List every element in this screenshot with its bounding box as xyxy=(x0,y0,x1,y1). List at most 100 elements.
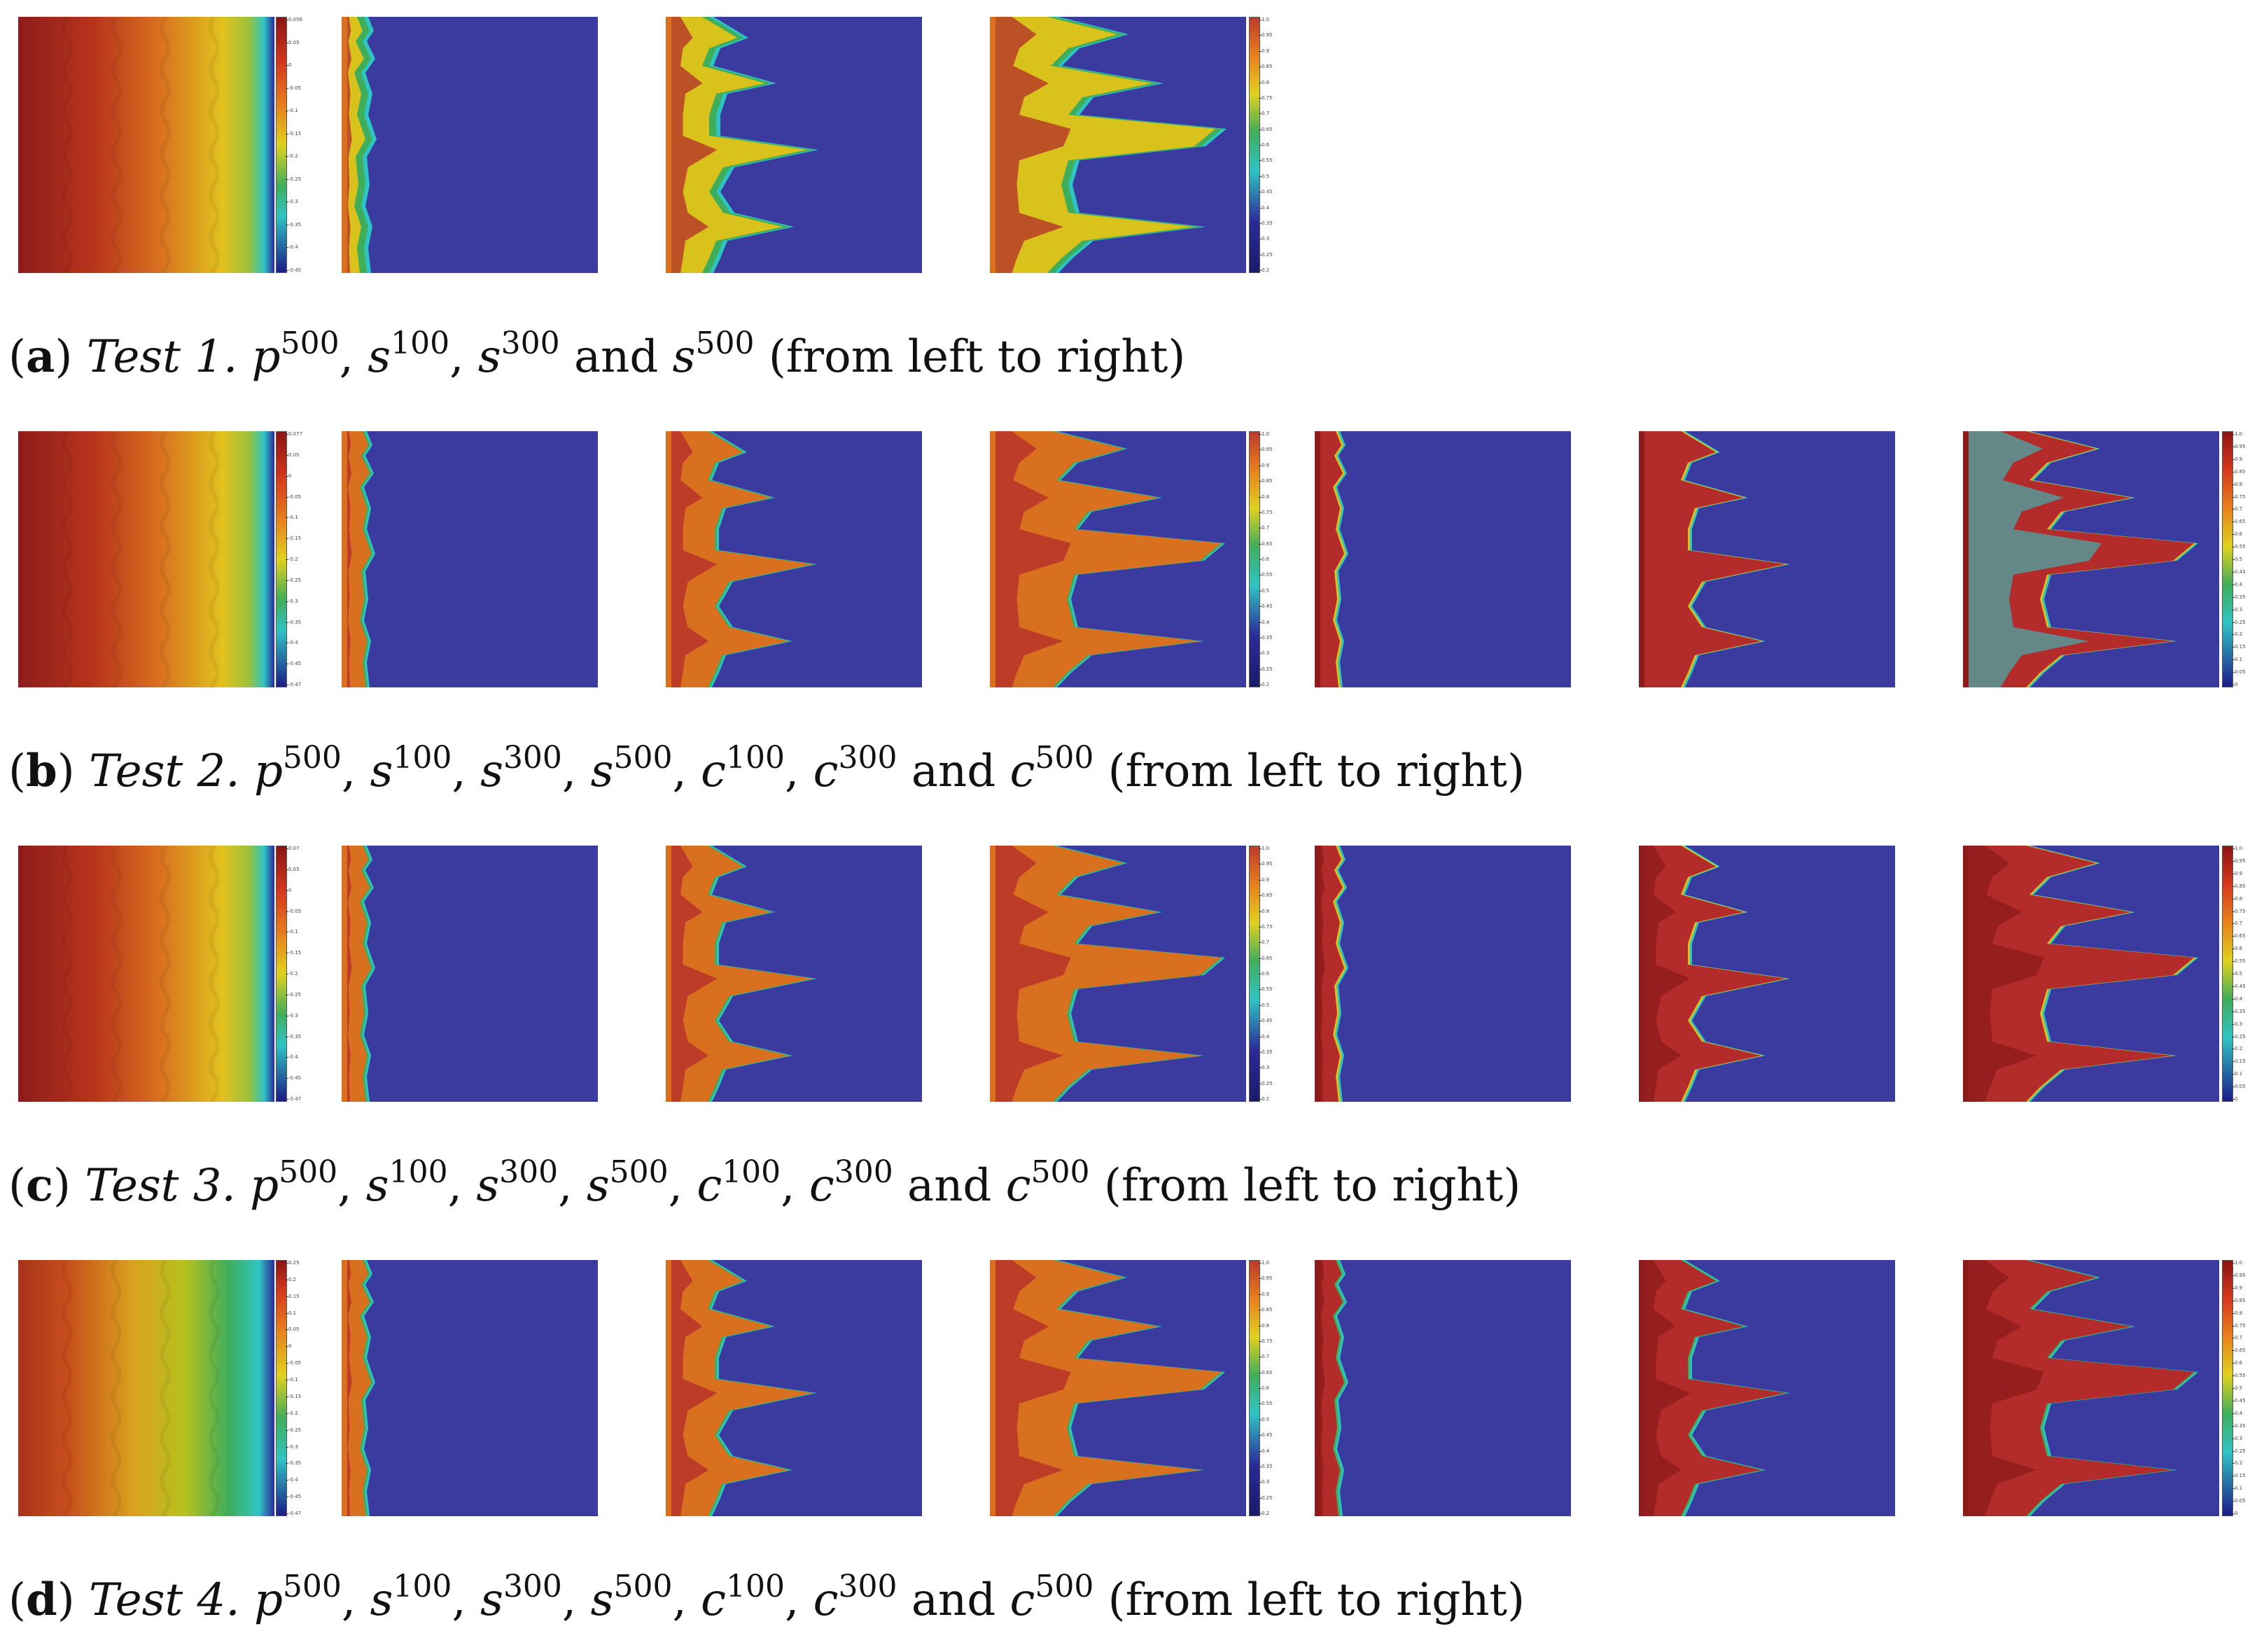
panel-b-pressure xyxy=(18,431,274,687)
caption-separator: , xyxy=(558,1160,587,1212)
colorbar-tick-label: 0.6 xyxy=(1258,1385,1270,1391)
colorbar-tick-label: -0.1 xyxy=(286,1377,298,1383)
caption-symbol: p xyxy=(251,331,281,383)
caption-superscript: 500 xyxy=(279,1154,338,1190)
colorbar-tick-label: -0.4 xyxy=(286,1477,298,1483)
caption-superscript: 100 xyxy=(389,1154,448,1190)
colorbar-tick-label: 0 xyxy=(285,887,292,893)
colorbar-tick-label: 0.95 xyxy=(2232,443,2246,449)
colorbar-a-saturation: 1.0 0.95 0.9 0.85 0.8 0.75 0.7 0.65 0.6 0.55 0.5 0.… xyxy=(1249,17,1273,273)
caption-symbol: s xyxy=(365,1160,389,1212)
colorbar-b-saturation: 1.0 0.95 0.9 0.85 0.8 0.75 0.7 0.65 0.6 0.55 0.5 0.… xyxy=(1249,431,1273,687)
colorbar-ticks: 0.056 0.05 0 -0.05 -0.1 -0.15 -0.2 -0.25 -0.3 -0.… xyxy=(285,17,316,273)
caption-test: Test 1. xyxy=(86,331,238,383)
colorbar-tick-label: 0.9 xyxy=(1258,876,1270,883)
colorbar-tick-label: 0.2 xyxy=(2231,1460,2243,1466)
colorbar-tick-label: 0.9 xyxy=(2231,870,2243,876)
colorbar-tick-label: 0.7 xyxy=(1258,525,1270,531)
colorbar-tick-label: 0.9 xyxy=(2231,456,2243,462)
colorbar-tick-label: 0 xyxy=(285,1343,292,1350)
panel-b-s500 xyxy=(990,431,1246,687)
colorbar-tick-label: 0.077 xyxy=(285,431,303,437)
colorbar-tick-label: 0.8 xyxy=(2231,481,2243,487)
colorbar-tick-label: 0.3 xyxy=(1258,236,1270,242)
panel-b-s100 xyxy=(342,431,598,687)
caption-label: a xyxy=(25,330,55,383)
colorbar-tick-label: 0.4 xyxy=(1258,1448,1270,1454)
caption-separator: and xyxy=(559,331,673,383)
caption-superscript: 100 xyxy=(393,1569,452,1604)
colorbar-tick-label: 0.9 xyxy=(1258,462,1270,468)
caption-symbol: s xyxy=(672,331,696,383)
colorbar-tick-label: 0.5 xyxy=(2231,1385,2243,1391)
colorbar-tick-label: 0.3 xyxy=(2231,1021,2243,1027)
caption-test: Test 3. xyxy=(85,1160,236,1212)
colorbar-tick-label: 0.8 xyxy=(1258,908,1270,914)
panel-d-s100 xyxy=(342,1260,598,1516)
colorbar-tick-label: 0.9 xyxy=(1258,1291,1270,1297)
colorbar-ticks: 0.25 0.2 0.15 0.1 0.05 0 -0.05 -0.1 -0.15 -0.2 -0.… xyxy=(285,1260,316,1516)
caption-separator: , xyxy=(339,331,368,383)
colorbar-tick-label: 0.65 xyxy=(1259,540,1273,547)
colorbar-tick-label: 0.85 xyxy=(1259,1307,1273,1313)
colorbar-tick-label: 0.3 xyxy=(1258,1479,1270,1485)
colorbar-tick-label: 0 xyxy=(2231,1096,2238,1102)
colorbar-tick-label: 0.8 xyxy=(1258,79,1270,85)
colorbar-tick-label: 0.95 xyxy=(1259,861,1273,867)
colorbar-tick-label: -0.25 xyxy=(285,1427,302,1433)
colorbar-tick-label: 0.45 xyxy=(2232,983,2246,989)
caption-superscript: 100 xyxy=(393,740,452,776)
caption-d: (d) Test 4. p500, s100, s300, s500, c100… xyxy=(8,1569,1525,1626)
colorbar-tick-label: 0.55 xyxy=(1259,986,1273,993)
colorbar-tick-label: -0.3 xyxy=(286,1012,298,1018)
colorbar-tick-label: 0.8 xyxy=(2231,1310,2243,1316)
colorbar-tick-label: 0.85 xyxy=(1259,64,1273,70)
caption-symbol: s xyxy=(590,1574,614,1626)
caption-separator: and xyxy=(897,746,1010,797)
panel-a-s300 xyxy=(666,17,922,273)
colorbar-tick-label: -0.35 xyxy=(285,1033,302,1040)
caption-label: b xyxy=(25,745,57,797)
colorbar-tick-label: 0.35 xyxy=(1259,220,1273,226)
colorbar-tick-label: -0.45 xyxy=(285,661,302,667)
colorbar-tick-label: 0.35 xyxy=(2232,1008,2246,1014)
colorbar-tick-label: 1.0 xyxy=(1258,1260,1270,1266)
colorbar-tick-label: 0.6 xyxy=(1258,971,1270,976)
caption-superscript: 500 xyxy=(280,326,340,361)
caption-c: (c) Test 3. p500, s100, s300, s500, c100… xyxy=(8,1154,1521,1212)
colorbar-ticks: 1.0 0.95 0.9 0.85 0.8 0.75 0.7 0.65 0.6 0.55 0.5 0.… xyxy=(1258,17,1290,273)
caption-separator: , xyxy=(341,746,370,797)
colorbar-tick-label: 0.95 xyxy=(2232,858,2246,864)
colorbar-tick-label: 0.7 xyxy=(2231,1335,2243,1341)
colorbar-tick-label: -0.47 xyxy=(285,1511,302,1516)
colorbar-ticks: 1.0 0.95 0.9 0.85 0.8 0.75 0.7 0.65 0.6 0.55 0.5 0.… xyxy=(2231,431,2257,687)
colorbar-ticks: 0.077 0.05 0 -0.05 -0.1 -0.15 -0.2 -0.25 -0.3 -0.… xyxy=(285,431,316,687)
caption-symbol: c xyxy=(813,1574,839,1626)
caption-separator: , xyxy=(341,1574,370,1626)
colorbar-tick-label: 0.056 xyxy=(285,17,303,22)
caption-symbol: s xyxy=(476,1160,500,1212)
caption-symbol: s xyxy=(370,1574,393,1626)
colorbar-tick-label: 1.0 xyxy=(1258,431,1270,437)
colorbar-tick-label: 0.7 xyxy=(2231,920,2243,927)
colorbar-tick-label: 0.2 xyxy=(1258,682,1270,687)
colorbar-tick-label: 0.45 xyxy=(2232,568,2246,575)
colorbar-tick-label: 0.07 xyxy=(286,846,300,851)
panel-c-s500 xyxy=(990,846,1246,1102)
colorbar-tick-label: 0.1 xyxy=(285,1310,297,1316)
caption-separator: , xyxy=(672,746,701,797)
colorbar-tick-label: 0.1 xyxy=(2231,1485,2243,1492)
colorbar-tick-label: 0.05 xyxy=(286,39,300,46)
colorbar-tick-label: 0.5 xyxy=(1258,1416,1270,1422)
colorbar-tick-label: 0.35 xyxy=(2232,594,2246,600)
colorbar-tick-label: 0.5 xyxy=(2231,971,2243,976)
caption-superscript: 300 xyxy=(834,1154,893,1190)
caption-symbol: s xyxy=(590,746,614,797)
colorbar-ticks: 0.07 0.05 0 -0.05 -0.1 -0.15 -0.2 -0.25 -0.3 -0.3… xyxy=(285,846,316,1102)
colorbar-b-pressure: 0.077 0.05 0 -0.05 -0.1 -0.15 -0.2 -0.25 -0.3 -0.… xyxy=(276,431,302,687)
caption-label: d xyxy=(25,1574,57,1626)
colorbar-tick-label: 0.75 xyxy=(1259,509,1273,515)
colorbar-tick-label: 0.35 xyxy=(1259,1463,1273,1469)
colorbar-tick-label: 0.2 xyxy=(285,1276,297,1282)
colorbar-ticks: 1.0 0.95 0.9 0.85 0.8 0.75 0.7 0.65 0.6 0.55 0.5 0.… xyxy=(1258,431,1290,687)
